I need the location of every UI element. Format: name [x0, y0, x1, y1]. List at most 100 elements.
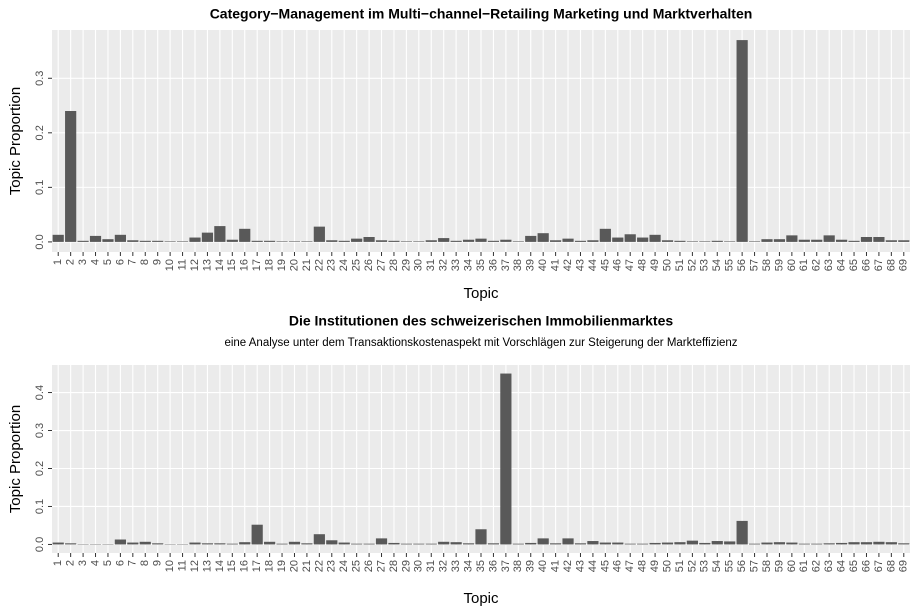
bar: [65, 111, 77, 242]
bar: [848, 542, 860, 545]
x-tick-label: 21: [301, 560, 313, 572]
x-tick-label: 13: [201, 259, 213, 271]
x-tick-label: 9: [152, 259, 164, 265]
x-tick-label: 40: [537, 259, 549, 271]
bar: [438, 238, 450, 242]
bar: [848, 240, 860, 242]
x-tick-label: 25: [351, 259, 363, 271]
x-tick-label: 18: [264, 259, 276, 271]
x-tick-label: 45: [599, 259, 611, 271]
bar: [152, 543, 164, 545]
x-tick-label: 22: [313, 560, 325, 572]
bar: [674, 240, 686, 242]
x-tick-label: 67: [873, 560, 885, 572]
y-tick-label: 0.1: [34, 499, 46, 514]
x-tick-label: 32: [438, 259, 450, 271]
x-tick-label: 38: [512, 560, 524, 572]
bar: [537, 233, 549, 242]
x-tick-label: 47: [624, 560, 636, 572]
bar: [475, 529, 487, 545]
x-tick-label: 7: [127, 560, 139, 566]
bar: [189, 542, 201, 545]
bar: [574, 240, 587, 242]
bar: [661, 542, 674, 545]
bar: [823, 235, 835, 242]
y-tick-label: 0.0: [34, 234, 46, 249]
x-tick-label: 61: [798, 560, 810, 572]
x-tick-label: 21: [301, 259, 313, 271]
x-tick-label: 54: [711, 560, 723, 572]
x-tick-label: 34: [462, 259, 474, 271]
bar: [127, 542, 139, 545]
x-tick-label: 53: [699, 560, 711, 572]
bar: [77, 240, 89, 242]
bar: [562, 238, 574, 242]
x-tick-label: 64: [836, 560, 848, 572]
bar: [313, 226, 325, 242]
bar: [226, 239, 238, 242]
bar: [649, 542, 661, 545]
bar: [102, 239, 114, 242]
bar: [836, 542, 848, 545]
x-tick-label: 5: [102, 259, 114, 265]
x-tick-label: 14: [214, 560, 226, 572]
x-tick-label: 34: [462, 560, 474, 572]
x-tick-label: 42: [562, 560, 574, 572]
bar: [748, 241, 761, 242]
bar: [736, 520, 748, 545]
x-tick-label: 48: [637, 259, 649, 271]
x-tick-label: 19: [276, 259, 288, 271]
bar: [462, 543, 475, 545]
x-tick-label: 58: [761, 259, 773, 271]
x-tick-label: 26: [363, 560, 375, 572]
x-tick-label: 2: [65, 259, 77, 265]
x-tick-label: 24: [338, 259, 350, 271]
bar: [326, 240, 338, 242]
bar: [276, 543, 288, 545]
x-tick-label: 28: [388, 560, 400, 572]
x-tick-label: 29: [400, 560, 412, 572]
bar: [301, 543, 313, 545]
x-tick-label: 7: [127, 259, 139, 265]
x-tick-label: 65: [848, 259, 860, 271]
bar: [438, 541, 450, 545]
bar: [375, 240, 388, 242]
bar: [139, 541, 151, 545]
bar: [301, 241, 313, 242]
x-tick-label: 58: [761, 560, 773, 572]
x-tick-label: 23: [326, 560, 338, 572]
x-tick-label: 16: [239, 560, 251, 572]
bar: [898, 543, 910, 545]
x-tick-label: 53: [699, 259, 711, 271]
bar: [176, 241, 189, 242]
x-tick-label: 48: [637, 560, 649, 572]
x-axis-label: Topic: [463, 590, 499, 607]
x-tick-label: 39: [525, 259, 537, 271]
bar: [500, 373, 512, 545]
bar: [114, 539, 126, 545]
bar: [462, 239, 475, 242]
x-tick-label: 63: [823, 259, 835, 271]
bar: [736, 40, 748, 242]
bar: [525, 542, 537, 545]
bar: [52, 234, 64, 242]
x-tick-label: 52: [686, 560, 698, 572]
bar: [587, 240, 599, 242]
bar: [624, 543, 636, 545]
x-tick-label: 27: [375, 259, 387, 271]
bar: [264, 541, 276, 545]
bar: [550, 543, 562, 545]
bar: [823, 543, 835, 545]
x-tick-label: 57: [748, 259, 760, 271]
x-tick-label: 59: [773, 560, 785, 572]
bar: [612, 237, 624, 242]
bar: [599, 228, 611, 242]
bar: [686, 540, 698, 545]
x-tick-label: 60: [786, 259, 798, 271]
bar: [89, 235, 102, 242]
y-tick-label: 0.3: [34, 71, 46, 86]
bar: [724, 541, 736, 545]
bar: [201, 232, 214, 242]
bar: [201, 543, 214, 545]
